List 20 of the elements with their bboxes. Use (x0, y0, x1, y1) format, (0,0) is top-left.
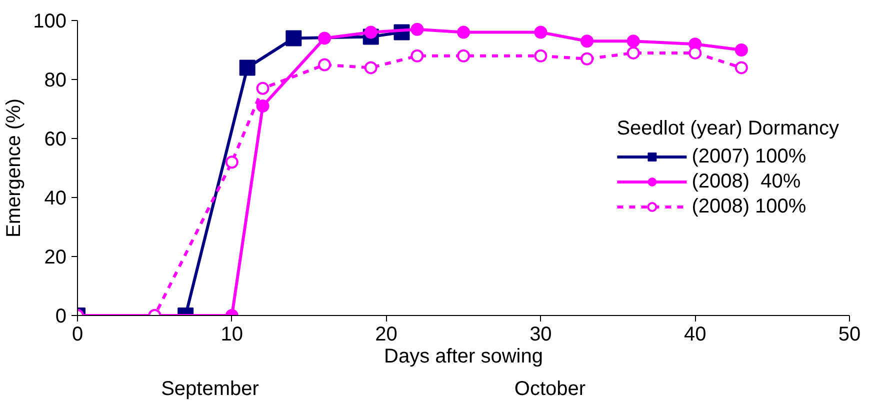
legend-label: (2008) 40% (692, 170, 801, 193)
legend-label: (2007) 100% (692, 145, 806, 168)
y-tick-label: 20 (44, 246, 67, 268)
x-tick-label: 30 (530, 324, 552, 346)
text: October (513, 377, 587, 402)
y-tick-label: 80 (44, 70, 67, 92)
x-tick-label: 50 (838, 324, 861, 346)
y-tick-label: 40 (44, 188, 67, 210)
y-tick-label: 0 (55, 306, 66, 328)
text: September (160, 377, 260, 402)
y-tick-label: 60 (44, 128, 67, 150)
x-tick-label: 0 (72, 324, 84, 346)
y-axis-title: Emergence (%) (3, 98, 26, 238)
legend-title: Seedlot (year) Dormancy (616, 117, 839, 140)
x-tick-label: 10 (220, 324, 244, 346)
x-axis-title: Days after sowing (384, 346, 543, 368)
legend-label: (2008) 100% (692, 195, 806, 218)
x-tick-label: 20 (375, 324, 398, 346)
y-tick-label: 100 (33, 10, 67, 32)
x-tick-label: 40 (684, 324, 706, 346)
